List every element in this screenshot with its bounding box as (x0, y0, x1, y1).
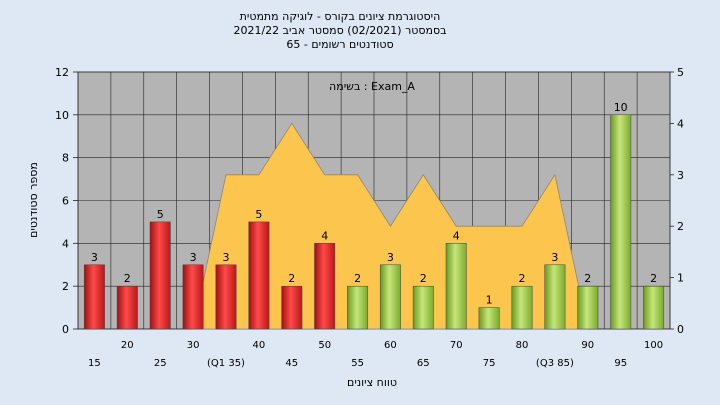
bar-15 (83, 264, 105, 330)
x-tick-label-100: 100 (644, 340, 663, 351)
x-tick-label-85: (Q3 85) (536, 358, 574, 369)
bar-25 (149, 221, 171, 330)
value-label-40: 5 (255, 208, 262, 221)
x-tick-label-65: 65 (417, 358, 430, 369)
bar-35 (215, 264, 237, 330)
value-label-65: 2 (420, 272, 427, 285)
x-tick-label-25: 25 (154, 358, 167, 369)
value-label-20: 2 (124, 272, 131, 285)
y-axis-left: 0 2 4 6 8 10 12 (55, 66, 78, 336)
y2-tick-label: 3 (677, 169, 684, 182)
bar-80 (511, 285, 533, 330)
value-label-75: 1 (486, 294, 493, 307)
value-label-30: 3 (190, 251, 197, 264)
value-labels: 3 2 5 3 3 5 2 4 2 3 2 4 1 2 3 2 10 2 (91, 101, 657, 307)
value-label-80: 2 (519, 272, 526, 285)
bar-95 (610, 114, 632, 330)
y2-tick-label: 4 (677, 117, 684, 130)
x-tick-label-75: 75 (483, 358, 496, 369)
y-tick-label: 4 (62, 237, 69, 250)
x-axis-title: טווח ציונים (347, 376, 397, 389)
x-tick-label-45: 45 (285, 358, 298, 369)
area-series (192, 122, 589, 330)
bar-45 (281, 285, 303, 330)
x-tick-label-95: 95 (614, 358, 627, 369)
x-tick-label-30: 30 (187, 340, 200, 351)
value-label-25: 5 (157, 208, 164, 221)
title-line-3: סטודנטים רשומים - 65 (286, 38, 393, 51)
y2-tick-label: 1 (677, 272, 684, 285)
bar-70 (445, 243, 467, 330)
x-axis: 15 20 25 30 (Q1 35) 40 45 50 55 60 65 70 75 80 (Q3 85)… (88, 340, 663, 369)
x-tick-label-20: 20 (121, 340, 134, 351)
bar-30 (182, 264, 204, 330)
y-tick-label: 12 (55, 66, 69, 79)
x-tick-label-90: 90 (581, 340, 594, 351)
x-tick-label-35: (Q1 35) (207, 358, 245, 369)
exam-annotation: בשימה : Exam_A (329, 80, 415, 93)
x-tick-label-40: 40 (253, 340, 266, 351)
value-label-70: 4 (453, 229, 460, 242)
x-tick-label-70: 70 (450, 340, 463, 351)
x-tick-label-55: 55 (351, 358, 364, 369)
bars-group (83, 114, 665, 330)
y2-tick-label: 2 (677, 220, 684, 233)
y-tick-label: 0 (62, 323, 69, 336)
value-label-60: 3 (387, 251, 394, 264)
bar-100 (643, 285, 665, 330)
y2-tick-label: 0 (677, 323, 684, 336)
bar-60 (379, 264, 401, 330)
bar-55 (347, 285, 369, 330)
bar-75 (478, 307, 500, 330)
value-label-35: 3 (223, 251, 230, 264)
value-label-85: 3 (551, 251, 558, 264)
bar-85 (544, 264, 566, 330)
value-label-45: 2 (288, 272, 295, 285)
y-axis-right: 0 1 2 3 4 5 (670, 66, 684, 336)
y-axis-title: מספר סטודנטים (27, 162, 40, 238)
x-tick-label-15: 15 (88, 358, 101, 369)
x-tick-label-60: 60 (384, 340, 397, 351)
value-label-55: 2 (354, 272, 361, 285)
x-tick-label-80: 80 (516, 340, 529, 351)
y-tick-label: 10 (55, 109, 69, 122)
chart-title: היסטוגרמת ציונים בקורס - לוגיקה מתמטית ב… (233, 10, 446, 51)
y-tick-label: 2 (62, 280, 69, 293)
bar-20 (116, 285, 138, 330)
value-label-15: 3 (91, 251, 98, 264)
value-label-90: 2 (584, 272, 591, 285)
y-tick-label: 6 (62, 195, 69, 208)
value-label-95: 10 (614, 101, 628, 114)
title-line-2: בסמסטר (02/2021) סמסטר אביב 2021/22 (233, 24, 446, 37)
bar-90 (577, 285, 599, 330)
bar-50 (314, 243, 336, 330)
value-label-50: 4 (321, 229, 328, 242)
value-label-100: 2 (650, 272, 657, 285)
bar-40 (248, 221, 270, 330)
y-tick-label: 8 (62, 152, 69, 165)
x-tick-label-50: 50 (318, 340, 331, 351)
title-line-1: היסטוגרמת ציונים בקורס - לוגיקה מתמטית (240, 10, 441, 23)
bar-65 (412, 285, 434, 330)
y2-tick-label: 5 (677, 66, 684, 79)
